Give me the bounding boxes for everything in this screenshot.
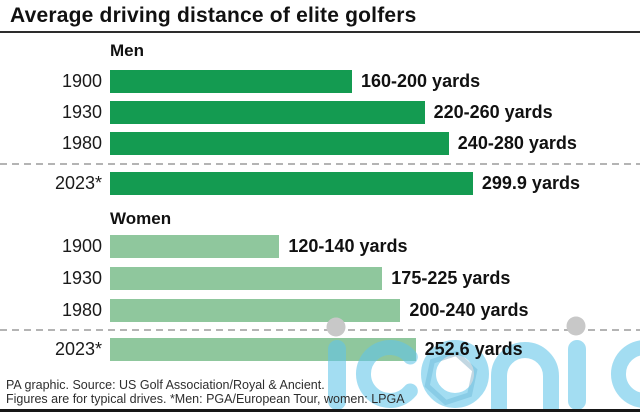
bar-men-1980 <box>110 132 449 155</box>
group-label-men: Men <box>110 41 144 60</box>
bar-men-2023 <box>110 172 473 195</box>
year-label: 1900 <box>61 236 102 256</box>
value-label: 240-280 yards <box>457 133 577 153</box>
watermark-i-dot2-icon <box>566 316 586 336</box>
watermark-letter-c2 <box>611 340 640 408</box>
year-label: 1930 <box>61 102 102 122</box>
value-label: 200-240 yards <box>409 300 529 320</box>
value-label: 160-200 yards <box>361 71 481 91</box>
footer-source-line: PA graphic. Source: US Golf Association/… <box>6 378 325 392</box>
year-label: 1900 <box>61 71 102 91</box>
bar-women-1980 <box>110 299 401 322</box>
footer-credits: PA graphic. Source: US Golf Association/… <box>6 378 405 406</box>
value-label: 252.6 yards <box>424 339 523 359</box>
page-title: Average driving distance of elite golfer… <box>10 4 417 27</box>
bar-women-2023 <box>110 338 416 361</box>
watermark-letter-i2 <box>568 340 586 410</box>
group-label-women: Women <box>110 209 172 228</box>
year-label: 1980 <box>61 133 102 153</box>
year-label: 1980 <box>61 300 102 320</box>
year-label: 2023* <box>54 339 102 359</box>
footer-note-line: Figures are for typical drives. *Men: PG… <box>6 392 405 406</box>
value-label: 220-260 yards <box>433 102 553 122</box>
value-label: 120-140 yards <box>288 236 408 256</box>
bar-women-1900 <box>110 235 280 258</box>
bar-men-1930 <box>110 101 425 124</box>
bottom-rule <box>0 409 640 412</box>
year-label: 1930 <box>61 268 102 288</box>
value-label: 299.9 yards <box>481 173 580 193</box>
value-label: 175-225 yards <box>391 268 511 288</box>
bar-men-1900 <box>110 70 352 93</box>
dashed-divider-2 <box>0 329 640 331</box>
header-rule <box>0 31 640 33</box>
dashed-divider-1 <box>0 163 640 165</box>
bar-women-1930 <box>110 267 383 290</box>
year-label: 2023* <box>54 173 102 193</box>
